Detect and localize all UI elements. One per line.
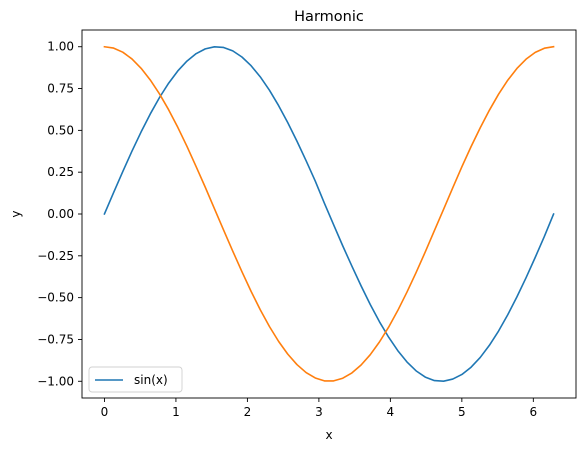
x-tick-label: 0 [101,405,109,419]
y-tick-label: −0.75 [37,332,74,346]
x-tick-label: 1 [172,405,180,419]
x-tick-label: 4 [387,405,395,419]
series-layer [103,45,555,382]
legend-box [88,366,183,393]
x-tick-label: 3 [315,405,323,419]
y-tick-label: −0.25 [37,249,74,263]
legend-entry-sin: sin(x) [134,373,168,387]
y-tick-label: −0.50 [37,291,74,305]
y-axis-label: y [9,210,23,217]
y-tick-label: −1.00 [37,374,74,388]
series-line-0 [103,46,555,382]
y-tick-label: 1.00 [47,40,74,54]
x-tick-label: 5 [458,405,466,419]
y-axis: 1.00 0.75 0.50 0.25 0.00 −0.25 −0.50 −0.75 −1.00 [37,40,82,388]
y-tick-label: 0.00 [47,207,74,221]
x-axis-label: x [325,428,332,442]
x-tick-label: 6 [530,405,538,419]
y-tick-label: 0.75 [47,82,74,96]
legend: sin(x) [88,366,183,393]
y-tick-label: 0.50 [47,123,74,137]
x-tick-label: 2 [244,405,252,419]
series-line-1 [103,45,555,382]
chart-title: Harmonic [294,9,364,25]
x-axis: 0 1 2 3 4 5 6 [101,398,538,419]
y-tick-label: 0.25 [47,165,74,179]
